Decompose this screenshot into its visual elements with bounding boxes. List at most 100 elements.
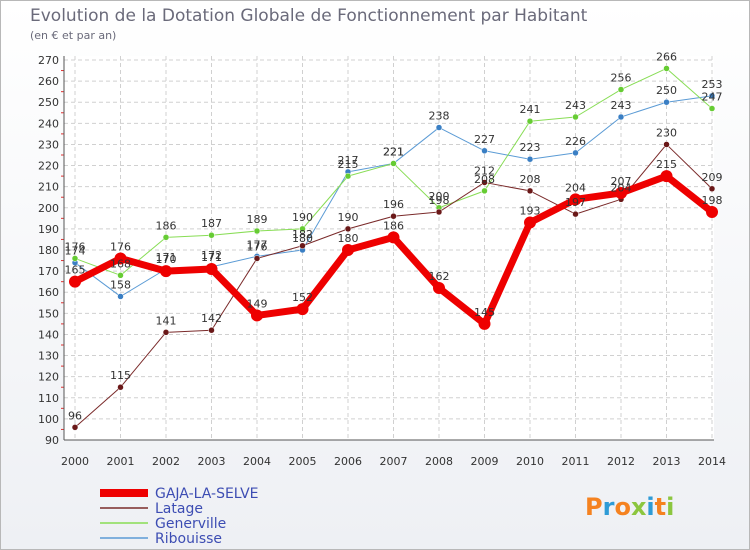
data-point: [117, 293, 124, 300]
data-label: 230: [656, 126, 677, 139]
proxiti-logo: Proxiti: [585, 493, 674, 521]
x-tick-label: 2005: [289, 455, 317, 468]
logo-letter: t: [655, 493, 666, 521]
data-label: 238: [429, 110, 450, 123]
data-label: 200: [429, 190, 450, 203]
data-point: [208, 326, 215, 334]
y-tick-label: 190: [38, 223, 59, 236]
data-label: 115: [110, 369, 131, 382]
data-label: 253: [702, 78, 723, 91]
x-tick-label: 2007: [380, 455, 408, 468]
logo-letter: o: [614, 493, 631, 521]
x-tick-label: 2003: [198, 455, 226, 468]
data-point: [435, 124, 443, 131]
data-label: 177: [247, 238, 268, 251]
y-tick-label: 120: [38, 371, 59, 384]
data-label: 215: [656, 158, 677, 171]
data-point: [569, 193, 582, 206]
data-point: [663, 141, 670, 148]
data-point: [71, 424, 79, 431]
x-tick-label: 2009: [471, 455, 499, 468]
data-label: 165: [65, 264, 86, 277]
data-point: [572, 210, 579, 218]
y-tick-label: 230: [38, 138, 59, 151]
data-point: [660, 170, 673, 183]
y-tick-label: 140: [38, 328, 59, 341]
data-label: 193: [520, 205, 541, 218]
data-point: [208, 231, 215, 239]
legend-entry-label: Generville: [155, 516, 226, 532]
data-label: 96: [68, 409, 82, 422]
data-point: [160, 265, 172, 278]
data-label: 171: [156, 251, 177, 264]
data-point: [390, 212, 397, 220]
y-tick-label: 150: [38, 307, 59, 320]
plot-area: [64, 56, 714, 440]
data-point: [481, 147, 488, 155]
data-point: [663, 65, 670, 72]
chart-subtitle: (en € et par an): [30, 29, 117, 42]
y-tick-label: 220: [38, 160, 59, 173]
data-label: 142: [201, 312, 222, 325]
data-point: [71, 255, 79, 262]
data-point: [117, 383, 124, 391]
data-point: [205, 263, 218, 275]
x-tick-label: 2002: [152, 455, 180, 468]
data-point: [387, 231, 400, 244]
data-label: 176: [247, 240, 268, 253]
data-label: 207: [611, 175, 632, 188]
y-tick-label: 250: [38, 96, 59, 109]
y-tick-label: 90: [45, 434, 59, 447]
data-point: [299, 225, 306, 233]
data-label: 176: [110, 240, 131, 253]
data-label: 250: [656, 84, 677, 97]
data-label: 247: [702, 91, 723, 104]
x-tick-label: 2013: [653, 455, 681, 468]
data-label: 198: [702, 194, 723, 207]
y-tick-label: 180: [38, 244, 59, 257]
legend-entry-label: GAJA-LA-SELVE: [155, 486, 259, 502]
y-tick-label: 210: [38, 181, 59, 194]
data-point: [572, 149, 579, 157]
data-label: 208: [474, 173, 495, 186]
data-point: [253, 227, 261, 235]
data-label: 221: [383, 145, 404, 158]
data-label: 190: [292, 211, 313, 224]
data-point: [663, 98, 670, 106]
data-point: [344, 172, 352, 180]
data-label: 187: [201, 217, 222, 230]
data-point: [390, 160, 397, 167]
data-point: [526, 187, 534, 195]
data-label: 149: [247, 297, 268, 310]
logo-letter: P: [585, 493, 603, 521]
data-point: [526, 155, 534, 163]
x-tick-label: 2012: [607, 455, 635, 468]
data-label: 170: [156, 253, 177, 266]
data-point: [69, 275, 81, 288]
data-point: [481, 187, 488, 195]
x-tick-label: 2010: [516, 455, 544, 468]
data-point: [524, 216, 536, 229]
data-label: 204: [565, 181, 586, 194]
data-point: [117, 272, 124, 279]
data-point: [342, 244, 354, 256]
data-label: 182: [292, 228, 313, 241]
data-label: 168: [110, 257, 131, 270]
data-point: [435, 208, 443, 216]
data-point: [617, 113, 625, 121]
legend-entry-label: Ribouisse: [155, 531, 222, 547]
x-tick-label: 2004: [243, 455, 271, 468]
data-point: [526, 117, 534, 125]
data-point: [296, 303, 309, 316]
x-tick-label: 2000: [61, 455, 89, 468]
x-tick-label: 2001: [107, 455, 135, 468]
y-tick-label: 160: [38, 286, 59, 299]
data-label: 171: [201, 251, 222, 264]
data-point: [114, 252, 127, 265]
data-label: 180: [338, 232, 359, 245]
data-point: [299, 242, 306, 250]
data-label: 227: [474, 133, 495, 146]
chart-title: Evolution de la Dotation Globale de Fonc…: [30, 6, 588, 26]
data-point: [708, 185, 716, 193]
